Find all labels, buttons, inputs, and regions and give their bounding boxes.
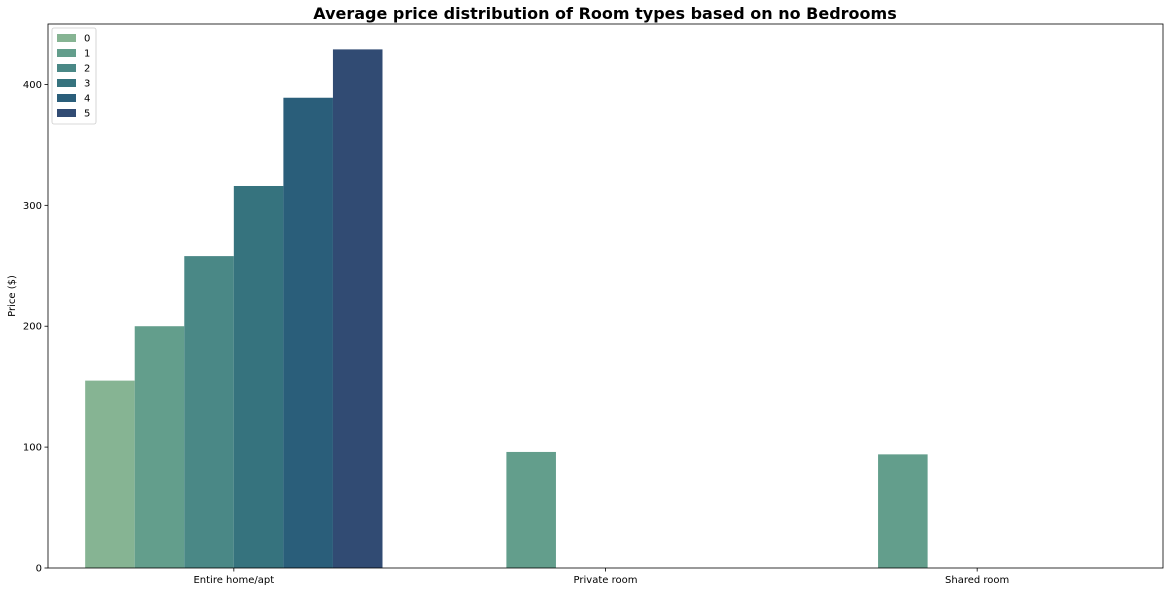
legend-label: 5 bbox=[84, 109, 90, 120]
legend-label: 2 bbox=[84, 64, 90, 75]
bar-entire-home-apt-bedrooms-5 bbox=[332, 49, 383, 568]
y-tick-label: 200 bbox=[23, 322, 42, 333]
bars-layer bbox=[85, 49, 928, 569]
bar-entire-home-apt-bedrooms-4 bbox=[283, 97, 333, 569]
bar-entire-home-apt-bedrooms-2 bbox=[184, 256, 234, 568]
x-tick-label: Private room bbox=[574, 575, 638, 586]
bar-private-room-bedrooms-1 bbox=[506, 451, 556, 568]
bar-shared-room-bedrooms-1 bbox=[878, 454, 928, 568]
legend-label: 3 bbox=[84, 79, 90, 90]
legend-swatch bbox=[57, 109, 76, 117]
x-axis: Entire home/apt Private room Shared room bbox=[193, 568, 1009, 586]
legend-swatch bbox=[57, 34, 76, 42]
chart-title: Average price distribution of Room types… bbox=[313, 4, 896, 23]
x-tick-label: Entire home/apt bbox=[193, 575, 274, 586]
legend-swatch bbox=[57, 49, 76, 57]
legend-label: 0 bbox=[84, 34, 90, 45]
legend-swatch bbox=[57, 79, 76, 87]
y-axis-label: Price ($) bbox=[7, 275, 18, 317]
legend: 0 1 2 3 4 5 bbox=[51, 27, 97, 125]
legend-label: 4 bbox=[84, 94, 90, 105]
y-tick-label: 0 bbox=[36, 564, 42, 575]
y-tick-label: 400 bbox=[23, 80, 42, 91]
bar-entire-home-apt-bedrooms-0 bbox=[85, 380, 135, 568]
y-axis: 0 100 200 300 400 bbox=[23, 80, 48, 575]
y-tick-label: 100 bbox=[23, 443, 42, 454]
legend-label: 1 bbox=[84, 49, 90, 60]
x-tick-label: Shared room bbox=[945, 575, 1009, 586]
legend-swatch bbox=[57, 94, 76, 102]
y-tick-label: 300 bbox=[23, 201, 42, 212]
legend-swatch bbox=[57, 64, 76, 72]
bar-entire-home-apt-bedrooms-3 bbox=[233, 185, 284, 569]
bar-entire-home-apt-bedrooms-1 bbox=[134, 326, 185, 568]
